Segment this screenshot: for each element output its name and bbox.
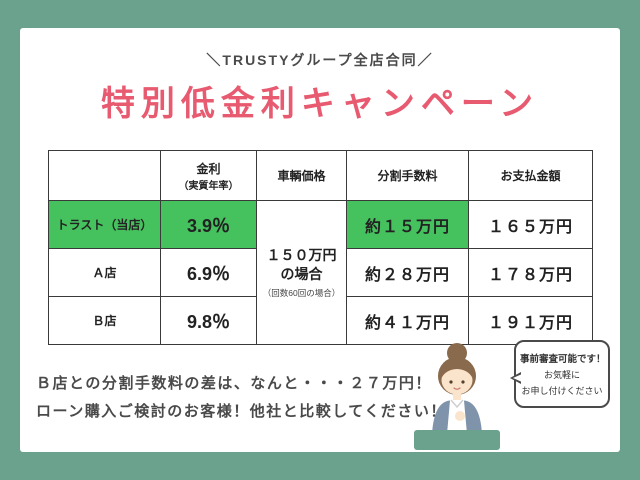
header-rate-sub: （実質年率）	[178, 180, 239, 192]
table-row-trust: トラスト（当店） 3.9％ １５０万円 の場合 （回数60回の場合） 約１５万円…	[48, 200, 593, 345]
fee-trust: 約１５万円	[346, 200, 469, 249]
campaign-title: 特別低金利キャンペーン	[100, 85, 540, 123]
group-tagline: ＼TRUSTYグループ全店合同／	[206, 52, 434, 68]
shop-name-a: Ａ店	[48, 248, 161, 297]
vehicle-price-note: （回数60回の場合）	[262, 288, 341, 299]
table-row-shop-a: Ａ店 6.9％ 約２８万円 １７８万円	[48, 248, 593, 297]
fee-a: 約２８万円	[346, 248, 469, 297]
header-total: お支払金額	[468, 150, 593, 201]
header-shop	[48, 150, 161, 201]
shop-name-trust: トラスト（当店）	[48, 200, 161, 249]
footer-compare-text: ローン購入ご検討のお客様！他社と比較してください！	[36, 403, 447, 420]
shop-name-b: Ｂ店	[48, 296, 161, 345]
vehicle-price-cell: １５０万円 の場合 （回数60回の場合）	[256, 200, 347, 345]
vehicle-price-line2: の場合	[280, 265, 323, 282]
table-row-shop-b: Ｂ店 9.8％ 約４１万円 １９１万円	[48, 296, 593, 345]
rate-b: 9.8％	[160, 296, 257, 345]
vehicle-price-line1: １５０万円	[266, 246, 337, 263]
campaign-card: ＼TRUSTYグループ全店合同／ 特別低金利キャンペーン 金利 （実質年率） 車…	[20, 28, 620, 452]
receptionist-illustration: 事前審査可能です！ お気軽に お申し付けください	[402, 338, 612, 452]
header-rate-main: 金利	[196, 161, 221, 176]
total-a: １７８万円	[468, 248, 593, 297]
rate-comparison-table: 金利 （実質年率） 車輌価格 分割手数料 お支払金額 トラスト（当店） 3.9％…	[48, 150, 593, 345]
speech-bubble: 事前審査可能です！ お気軽に お申し付けください	[510, 340, 610, 408]
rate-trust: 3.9％	[160, 200, 257, 249]
table-header-row: 金利 （実質年率） 車輌価格 分割手数料 お支払金額	[48, 150, 593, 201]
receptionist-woman-icon	[414, 343, 500, 450]
fee-b: 約４１万円	[346, 296, 469, 345]
footer-difference-text: Ｂ店との分割手数料の差は、なんと・・・２７万円！	[36, 375, 432, 392]
header-rate: 金利 （実質年率）	[160, 150, 257, 201]
header-fee: 分割手数料	[346, 150, 469, 201]
bubble-line1: 事前審査可能です！	[520, 354, 606, 365]
total-b: １９１万円	[468, 296, 593, 345]
total-trust: １６５万円	[468, 200, 593, 249]
header-price: 車輌価格	[256, 150, 347, 201]
bubble-line3: お申し付けください	[521, 386, 603, 396]
rate-a: 6.9％	[160, 248, 257, 297]
bubble-line2: お気軽に	[543, 370, 580, 380]
